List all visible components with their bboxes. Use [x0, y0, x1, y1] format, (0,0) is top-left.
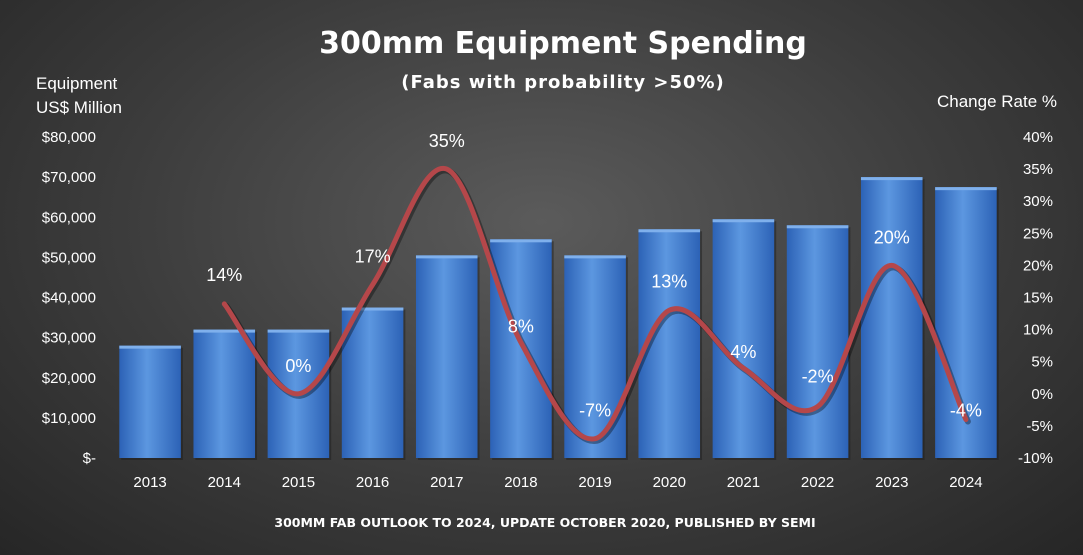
change-rate-label: 8%	[508, 316, 534, 336]
right-tick-label: 5%	[1031, 354, 1053, 371]
category-axis: 2013 2014 2015 2016 2017 2018 2019 2020 2021 2022…	[133, 474, 982, 491]
change-rate-label: 20%	[874, 227, 910, 247]
left-tick-label: $70,000	[42, 169, 96, 186]
change-rate-labels: 14% 0% 17% 35% 8% -7% 13% 4% -2% 20% -4%	[206, 131, 982, 421]
change-rate-label: 0%	[285, 356, 311, 376]
bar-top-edge	[415, 255, 478, 259]
change-rate-label: 17%	[355, 247, 391, 267]
right-tick-label: -5%	[1026, 418, 1053, 435]
left-tick-label: $10,000	[42, 410, 96, 427]
left-tick-label: $30,000	[42, 330, 96, 347]
change-rate-label: -2%	[802, 367, 834, 387]
category-label: 2022	[801, 474, 834, 491]
change-rate-line	[221, 166, 969, 442]
bar-2023	[860, 177, 925, 460]
change-rate-label: 4%	[730, 342, 756, 362]
bar-2016	[341, 307, 406, 460]
bar-2024	[935, 187, 999, 460]
bar-body	[341, 307, 404, 458]
category-label: 2018	[504, 474, 537, 491]
category-label: 2015	[282, 474, 315, 491]
bar-2017	[415, 255, 480, 460]
bar-top-edge	[341, 307, 404, 311]
left-tick-label: $-	[83, 450, 96, 467]
left-axis: $- $10,000 $20,000 $30,000 $40,000 $50,000 $60…	[42, 129, 96, 467]
category-label: 2019	[578, 474, 611, 491]
change-rate-series	[221, 166, 971, 444]
bar-body	[786, 225, 849, 458]
left-tick-label: $80,000	[42, 129, 96, 146]
category-label: 2024	[949, 474, 982, 491]
left-tick-label: $40,000	[42, 290, 96, 307]
bar-top-edge	[712, 219, 775, 223]
bar-body	[935, 187, 997, 458]
chart-title: 300mm Equipment Spending	[319, 26, 807, 61]
bar-2021	[712, 219, 777, 460]
left-axis-title-line2: US$ Million	[36, 98, 122, 117]
right-tick-label: 30%	[1023, 193, 1053, 210]
category-label: 2017	[430, 474, 463, 491]
bar-2022	[786, 225, 851, 460]
right-tick-label: 15%	[1023, 290, 1053, 307]
bar-top-edge	[490, 239, 552, 243]
category-label: 2016	[356, 474, 389, 491]
bar-body	[490, 239, 552, 458]
right-tick-label: 25%	[1023, 225, 1053, 242]
right-tick-label: 10%	[1023, 322, 1053, 339]
bar-body	[415, 255, 478, 458]
bar-top-edge	[119, 345, 181, 349]
bar-top-edge	[860, 177, 923, 181]
bar-top-edge	[267, 329, 330, 333]
bar-body	[193, 329, 256, 458]
bar-top-edge	[935, 187, 997, 191]
bar-series	[119, 177, 999, 460]
change-rate-label: 14%	[206, 265, 242, 285]
change-rate-label: -4%	[950, 400, 982, 420]
bar-body	[860, 177, 923, 458]
right-tick-label: -10%	[1018, 450, 1053, 467]
bar-top-edge	[564, 255, 626, 259]
bar-body	[712, 219, 775, 458]
bar-top-edge	[638, 229, 701, 233]
bar-body	[564, 255, 626, 458]
category-label: 2013	[133, 474, 166, 491]
category-label: 2023	[875, 474, 908, 491]
right-tick-label: 20%	[1023, 257, 1053, 274]
category-label: 2021	[727, 474, 760, 491]
bar-2013	[119, 345, 183, 460]
bar-2015	[267, 329, 332, 460]
right-tick-label: 0%	[1031, 386, 1053, 403]
change-rate-label: 35%	[429, 131, 465, 151]
chart-subtitle: (Fabs with probability >50%)	[401, 72, 725, 93]
change-rate-label: -7%	[579, 401, 611, 421]
change-rate-label: 13%	[651, 271, 687, 291]
category-label: 2020	[653, 474, 686, 491]
left-tick-label: $60,000	[42, 209, 96, 226]
right-tick-label: 40%	[1023, 129, 1053, 146]
bar-2014	[193, 329, 258, 460]
right-axis: -10% -5% 0% 5% 10% 15% 20% 25% 30% 35% 40%	[1018, 129, 1053, 467]
right-tick-label: 35%	[1023, 161, 1053, 178]
source-note: 300MM FAB OUTLOOK TO 2024, UPDATE OCTOBE…	[274, 515, 815, 530]
category-label: 2014	[208, 474, 241, 491]
bar-2018	[490, 239, 554, 460]
left-axis-title-line1: Equipment	[36, 74, 118, 93]
bar-top-edge	[193, 329, 256, 333]
right-axis-title: Change Rate %	[937, 92, 1057, 111]
bar-top-edge	[786, 225, 849, 229]
left-tick-label: $50,000	[42, 249, 96, 266]
left-tick-label: $20,000	[42, 370, 96, 387]
bar-2019	[564, 255, 628, 460]
bar-body	[119, 345, 181, 458]
